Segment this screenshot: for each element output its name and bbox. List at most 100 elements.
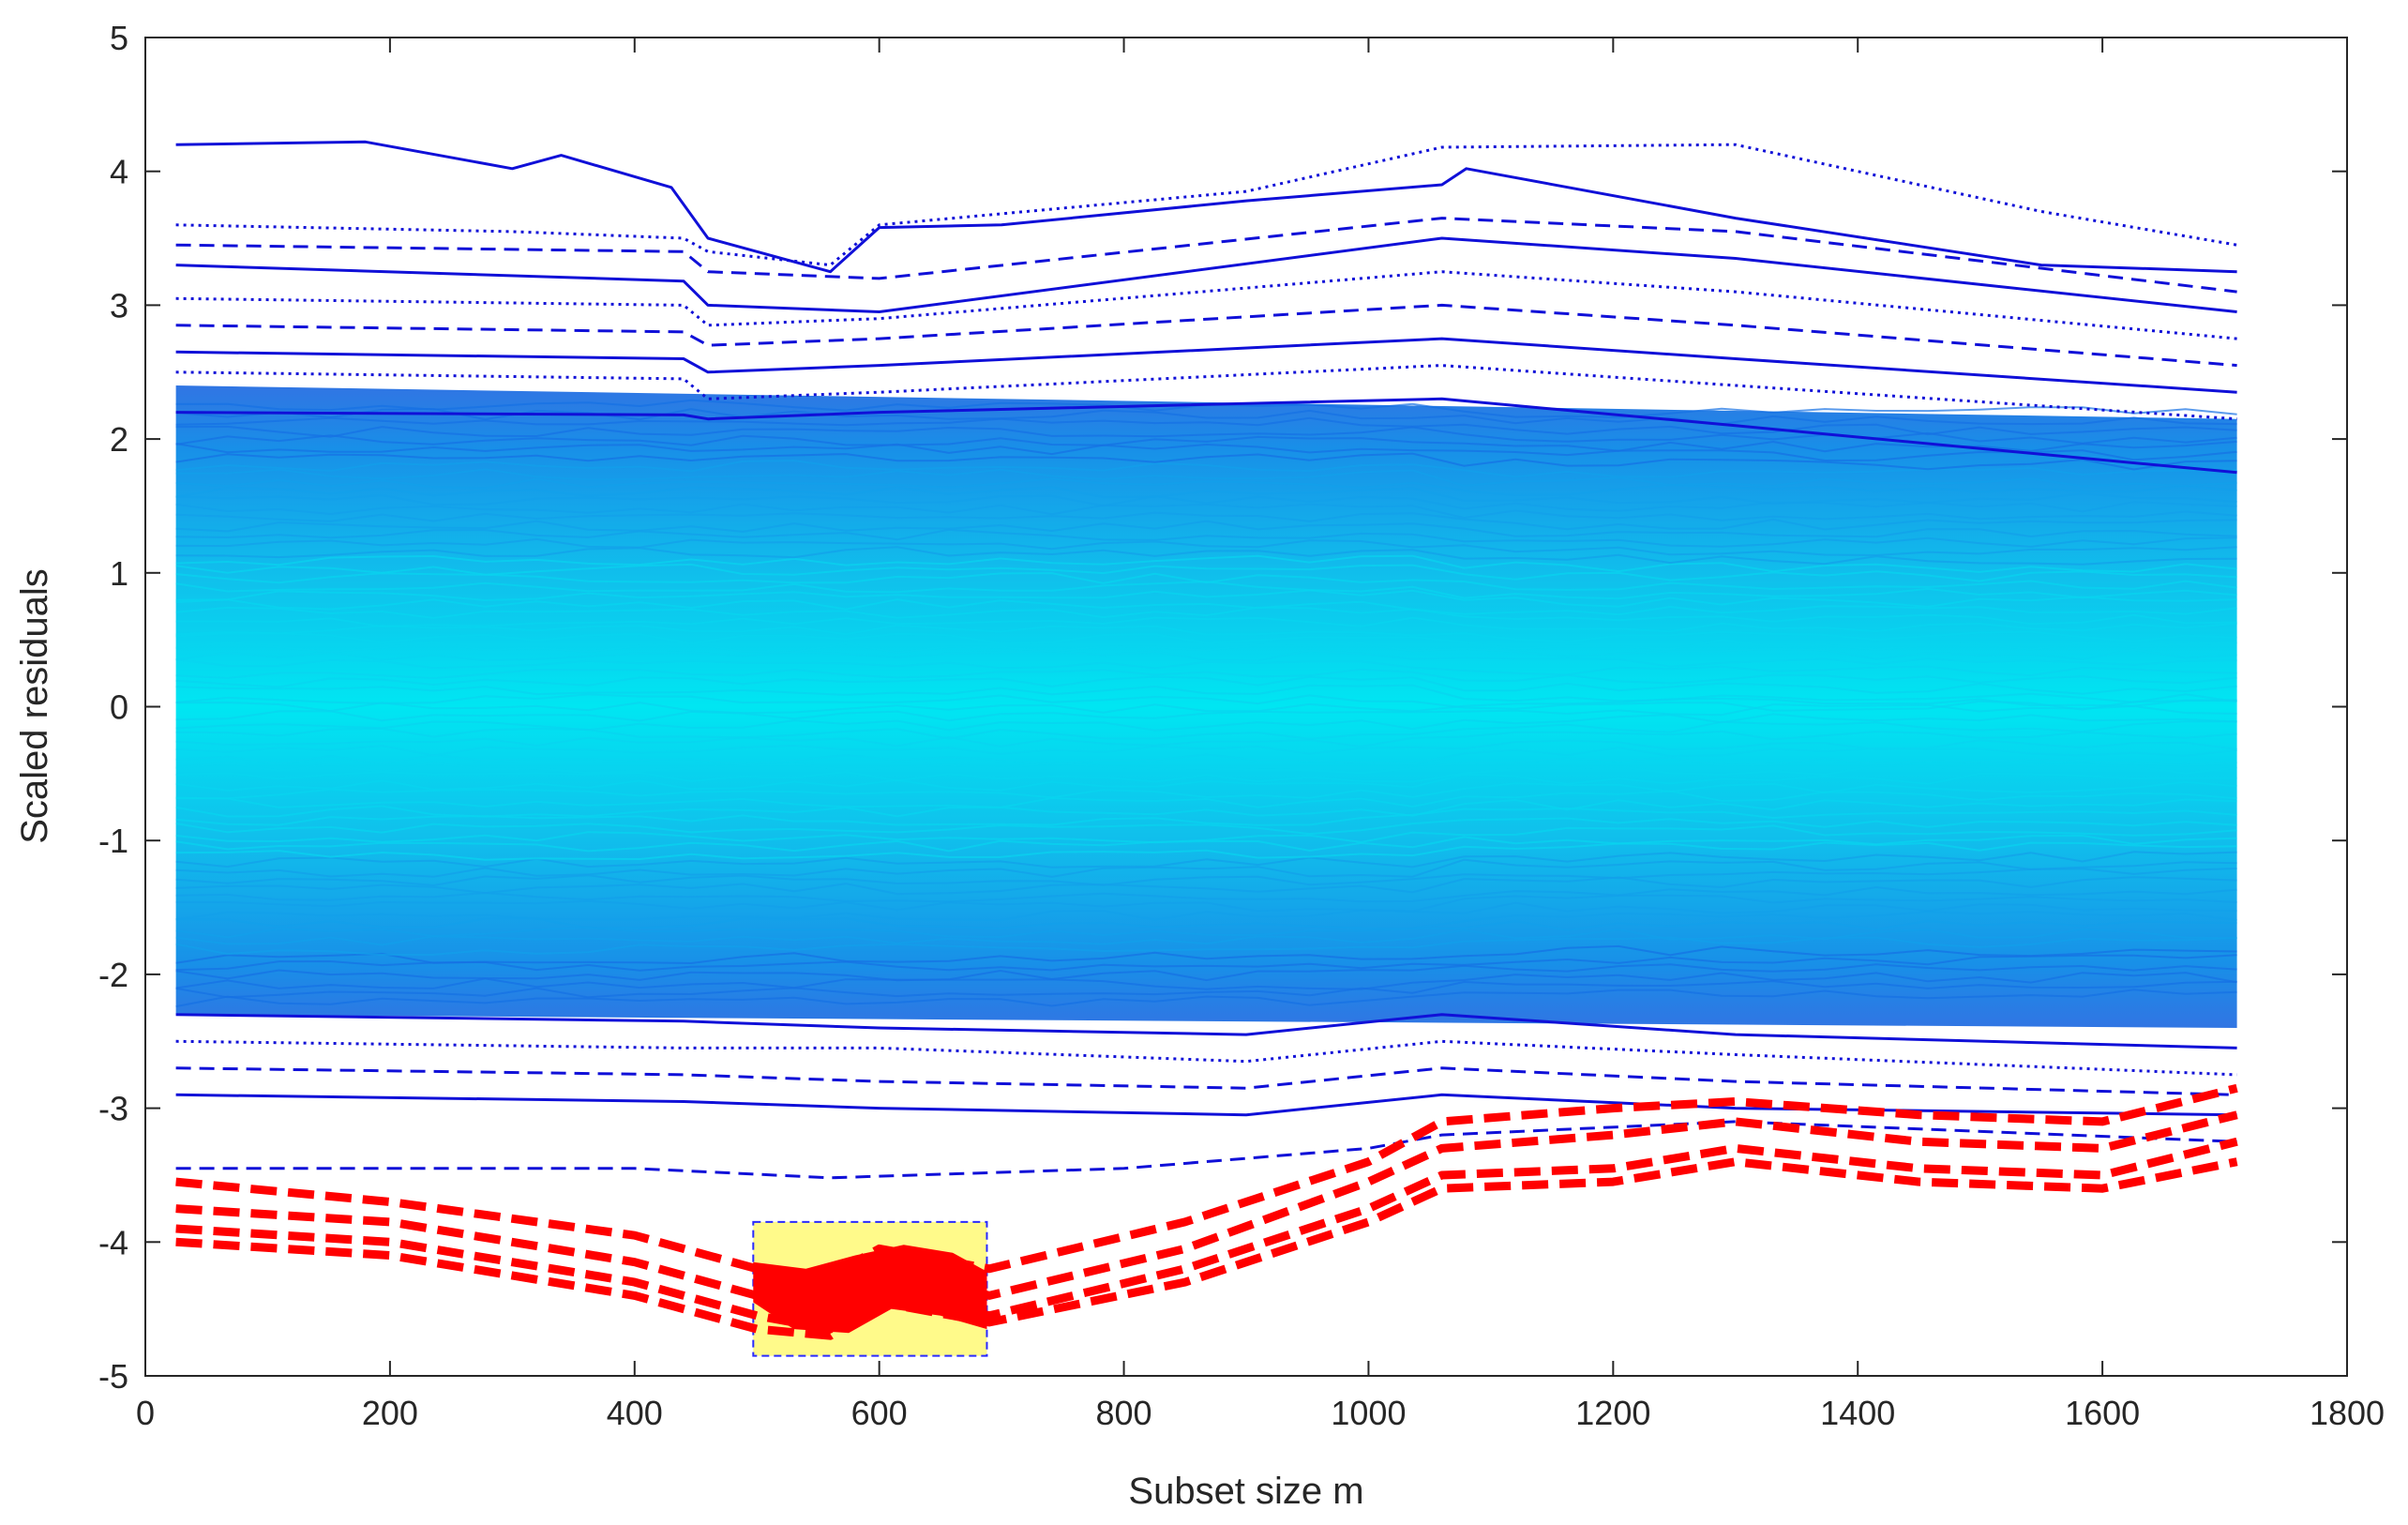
bulk-line	[175, 824, 2237, 844]
bulk-line	[175, 572, 2237, 591]
bulk-line	[175, 851, 2237, 868]
x-tick-label: 800	[1096, 1394, 1152, 1432]
bulk-line	[175, 641, 2237, 660]
bulk-line	[175, 963, 2237, 982]
extreme-residual-lines	[175, 140, 2237, 1180]
bulk-line	[175, 730, 2237, 748]
x-tick-label: 400	[607, 1394, 663, 1432]
x-tick-label: 200	[362, 1394, 418, 1432]
bulk-line	[175, 885, 2237, 903]
bulk-line	[175, 807, 2237, 826]
series-line-lower-5	[175, 1120, 2237, 1180]
bulk-line	[175, 798, 2237, 818]
y-tick-label: 2	[110, 420, 128, 459]
bulk-line	[175, 675, 2237, 695]
bulk-line	[175, 739, 2237, 757]
x-tick-label: 1800	[2310, 1394, 2385, 1432]
series-line-lower-2	[175, 1039, 2237, 1077]
bulk-line	[175, 477, 2237, 497]
series-line-upper-9	[175, 397, 2237, 475]
y-tick-label: 1	[110, 554, 128, 593]
bulk-line	[175, 425, 2237, 445]
bulk-line	[175, 790, 2237, 808]
y-tick-label: 5	[110, 19, 128, 57]
bulk-line	[175, 606, 2237, 626]
bulk-line	[175, 486, 2237, 506]
outlier-cluster-blob	[753, 1245, 987, 1334]
bulk-line	[175, 780, 2237, 800]
series-line-upper-3	[175, 217, 2237, 294]
x-tick-label: 1600	[2065, 1394, 2140, 1432]
series-line-outlier-2	[175, 1110, 2238, 1314]
bulk-line	[175, 554, 2237, 573]
bulk-line	[175, 616, 2237, 633]
bulk-line	[175, 944, 2237, 965]
series-line-lower-4	[175, 1093, 2237, 1117]
bulk-line	[175, 954, 2237, 972]
x-tick-label: 0	[136, 1394, 155, 1432]
bulk-line	[175, 416, 2237, 436]
bulk-line	[175, 537, 2237, 557]
bulk-line	[175, 720, 2237, 740]
bulk-line	[175, 919, 2237, 939]
series-line-outlier-1	[175, 1083, 2238, 1280]
bulk-line	[175, 894, 2237, 913]
bulk-line	[175, 511, 2237, 531]
bulk-line	[175, 901, 2237, 922]
bulk-line	[175, 632, 2237, 651]
bulk-line	[175, 936, 2237, 956]
bulk-line	[175, 763, 2237, 783]
y-axis-ticks: -5 -4 -3 -2 -1 0 1 2 3 4 5	[98, 19, 2347, 1396]
series-line-lower-1	[175, 1013, 2237, 1049]
series-line-outlier-4	[175, 1157, 2238, 1340]
bulk-line	[175, 589, 2237, 608]
y-tick-label: -5	[98, 1357, 128, 1396]
y-axis-label: Scaled residuals	[14, 568, 55, 844]
bulk-line	[175, 520, 2237, 538]
x-tick-label: 600	[851, 1394, 908, 1432]
y-tick-label: -1	[98, 822, 128, 860]
residual-bulk-lines	[175, 399, 2237, 1008]
bulk-line	[175, 493, 2237, 513]
y-tick-label: 4	[110, 153, 128, 191]
bulk-line	[175, 817, 2237, 836]
bulk-line	[175, 668, 2237, 685]
bulk-line	[175, 598, 2237, 616]
y-tick-label: 0	[110, 688, 128, 727]
x-tick-label: 1200	[1575, 1394, 1650, 1432]
bulk-line	[175, 703, 2237, 722]
series-line-upper-5	[175, 270, 2237, 340]
series-line-upper-2	[175, 143, 2237, 267]
bulk-line	[175, 834, 2237, 853]
bulk-line	[175, 841, 2237, 861]
y-tick-label: -2	[98, 956, 128, 994]
x-tick-label: 1000	[1331, 1394, 1406, 1432]
outlier-residual-lines	[175, 1083, 2238, 1340]
y-tick-label: -3	[98, 1090, 128, 1128]
bulk-line	[175, 868, 2237, 887]
y-tick-label: 3	[110, 286, 128, 325]
bulk-line	[175, 434, 2237, 453]
x-tick-label: 1400	[1820, 1394, 1895, 1432]
x-axis-label: Subset size m	[1128, 1471, 1363, 1512]
bulk-line	[175, 928, 2237, 946]
bulk-line	[175, 528, 2237, 548]
bulk-line	[175, 649, 2237, 668]
bulk-line	[175, 443, 2237, 462]
bulk-line	[175, 563, 2237, 582]
bulk-line	[175, 858, 2237, 878]
bulk-line	[175, 876, 2237, 896]
bulk-line	[175, 713, 2237, 732]
series-line-outlier-3	[175, 1137, 2238, 1334]
series-line-upper-6	[175, 303, 2237, 368]
series-line-lower-3	[175, 1066, 2237, 1096]
y-tick-label: -4	[98, 1223, 128, 1261]
bulk-line	[175, 546, 2237, 566]
bulk-line	[175, 452, 2237, 471]
bulk-line	[175, 460, 2237, 478]
series-line-upper-4	[175, 236, 2237, 313]
x-axis-ticks: 0 200 400 600 800 1000 1200 1400 1600 1800	[136, 38, 2385, 1432]
bulk-line	[175, 972, 2237, 990]
series-line-upper-1	[175, 140, 2237, 274]
